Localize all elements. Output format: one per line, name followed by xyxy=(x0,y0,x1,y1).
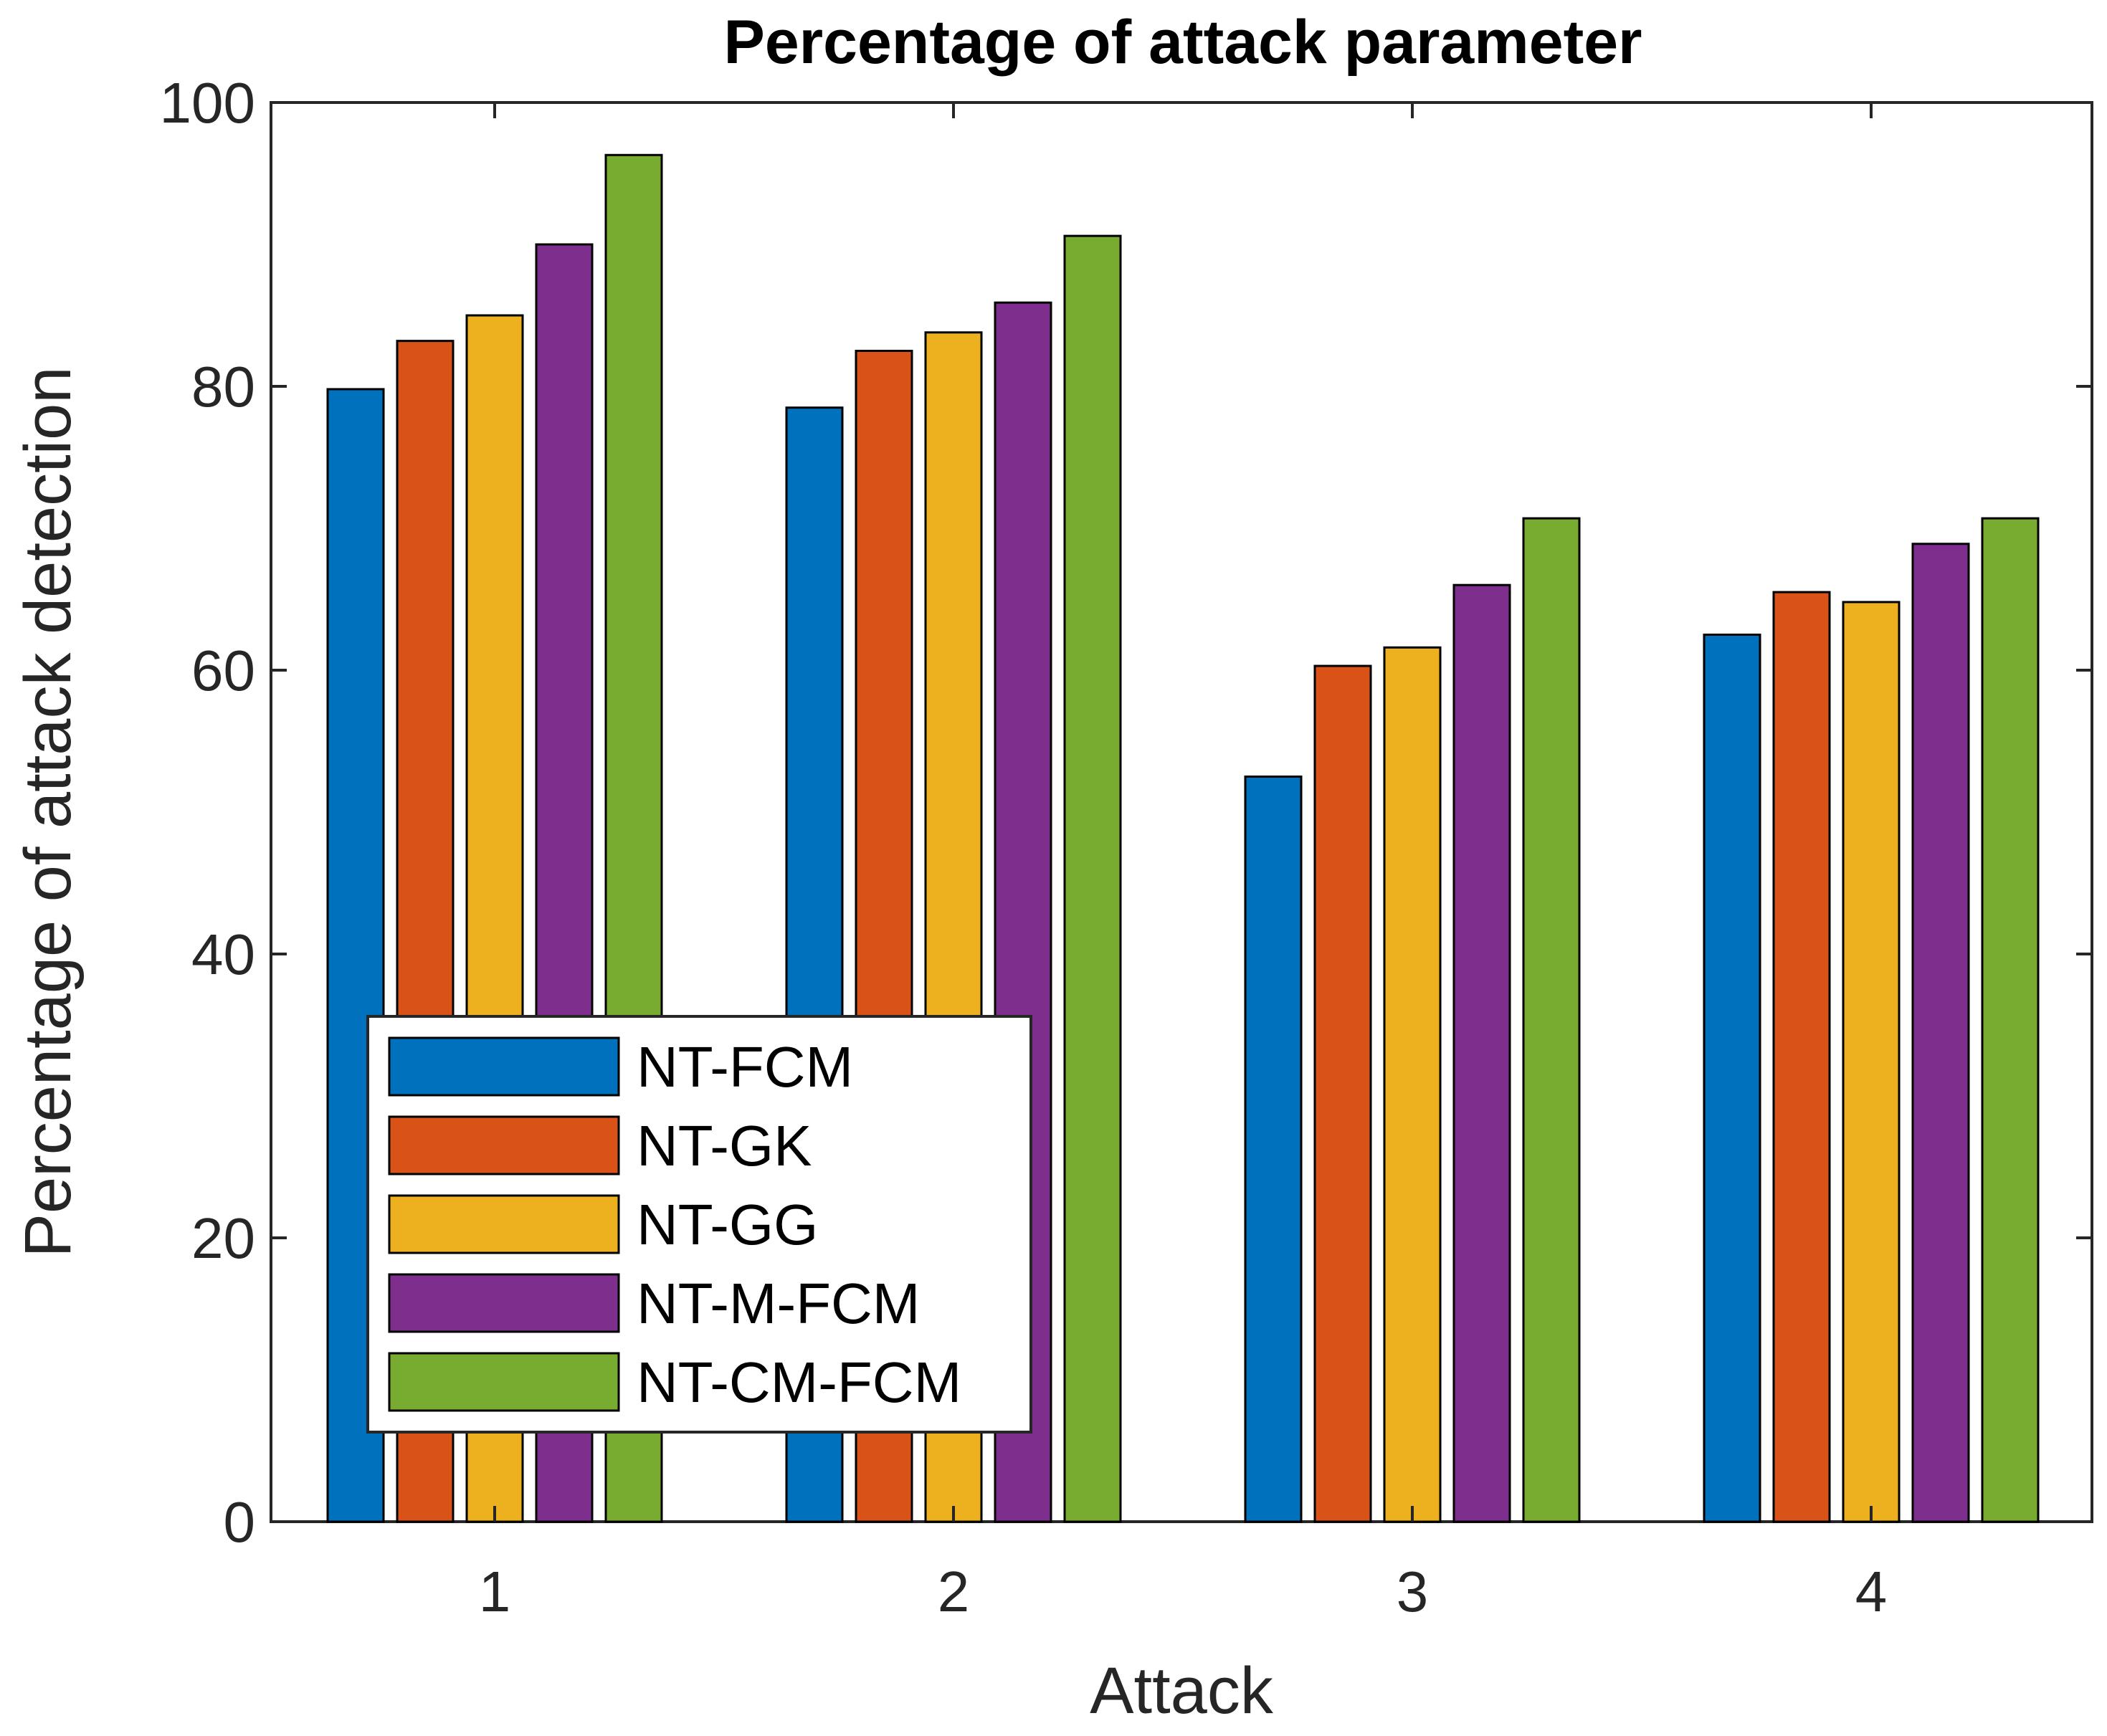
legend-swatch-nt-gg xyxy=(388,1194,620,1254)
bar-attack-3-nt-m-fcm xyxy=(1452,583,1511,1523)
legend-label-nt-gk: NT-GK xyxy=(637,1114,812,1178)
bar-attack-4-nt-fcm xyxy=(1703,634,1761,1523)
bar-attack-4-nt-gk xyxy=(1772,591,1831,1523)
plot-area-frame xyxy=(270,101,2093,1523)
legend-label-nt-cm-fcm: NT-CM-FCM xyxy=(637,1350,961,1414)
legend-swatch-nt-cm-fcm xyxy=(388,1352,620,1412)
bar-attack-4-nt-cm-fcm xyxy=(1981,517,2040,1523)
x-axis-label: Attack xyxy=(1090,1654,1274,1727)
x-axis-ticks: 1 2 3 4 xyxy=(479,102,1888,1623)
y-axis-label: Percentage of attack detection xyxy=(11,367,85,1258)
y-tick-label: 80 xyxy=(191,355,255,419)
y-tick-label: 60 xyxy=(191,639,255,702)
y-tick-label: 100 xyxy=(160,71,255,135)
chart-title: Percentage of attack parameter xyxy=(723,8,1642,77)
y-tick-label: 20 xyxy=(191,1206,255,1270)
bar-attack-3-nt-gg xyxy=(1383,646,1442,1523)
x-tick-label: 1 xyxy=(479,1560,511,1623)
bar-attack-4-nt-m-fcm xyxy=(1911,543,1970,1523)
legend: NT-FCM NT-GK NT-GG NT-M-FCM NT-CM-FCM xyxy=(366,1015,1032,1434)
legend-label-nt-fcm: NT-FCM xyxy=(637,1035,853,1099)
bar-attack-3-nt-cm-fcm xyxy=(1522,517,1581,1523)
legend-label-nt-gg: NT-GG xyxy=(637,1193,818,1256)
bar-attack-3-nt-gk xyxy=(1313,664,1372,1523)
y-tick-label: 0 xyxy=(224,1490,256,1554)
legend-swatch-nt-gk xyxy=(388,1115,620,1175)
legend-label-nt-m-fcm: NT-M-FCM xyxy=(637,1272,920,1335)
legend-swatch-nt-fcm xyxy=(388,1036,620,1097)
y-axis-ticks: 0 20 40 60 80 100 xyxy=(160,71,2092,1554)
bar-attack-2-nt-cm-fcm xyxy=(1063,234,1122,1523)
x-tick-label: 2 xyxy=(938,1560,970,1623)
x-tick-label: 4 xyxy=(1855,1560,1888,1623)
y-tick-label: 40 xyxy=(191,922,255,986)
x-tick-label: 3 xyxy=(1397,1560,1429,1623)
bar-attack-4-nt-gg xyxy=(1842,601,1901,1523)
bar-attack-3-nt-fcm xyxy=(1244,776,1303,1523)
legend-swatch-nt-m-fcm xyxy=(388,1273,620,1333)
